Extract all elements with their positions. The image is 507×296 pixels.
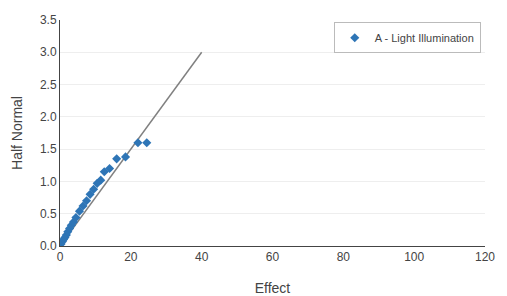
svg-text:2.5: 2.5 bbox=[40, 78, 57, 92]
svg-text:60: 60 bbox=[266, 250, 280, 264]
svg-text:120: 120 bbox=[475, 250, 495, 264]
svg-text:Half Normal: Half Normal bbox=[9, 96, 25, 170]
svg-text:0.5: 0.5 bbox=[40, 207, 57, 221]
svg-text:0: 0 bbox=[57, 250, 64, 264]
svg-text:40: 40 bbox=[195, 250, 209, 264]
svg-text:20: 20 bbox=[124, 250, 138, 264]
svg-text:100: 100 bbox=[404, 250, 424, 264]
svg-text:1.5: 1.5 bbox=[40, 142, 57, 156]
svg-text:A - Light Illumination: A - Light Illumination bbox=[375, 32, 474, 44]
svg-text:3.0: 3.0 bbox=[40, 45, 57, 59]
svg-text:3.5: 3.5 bbox=[40, 13, 57, 27]
svg-text:Effect: Effect bbox=[255, 280, 291, 296]
svg-text:80: 80 bbox=[337, 250, 351, 264]
svg-text:0.0: 0.0 bbox=[40, 239, 57, 253]
svg-text:1.0: 1.0 bbox=[40, 175, 57, 189]
svg-text:2.0: 2.0 bbox=[40, 110, 57, 124]
